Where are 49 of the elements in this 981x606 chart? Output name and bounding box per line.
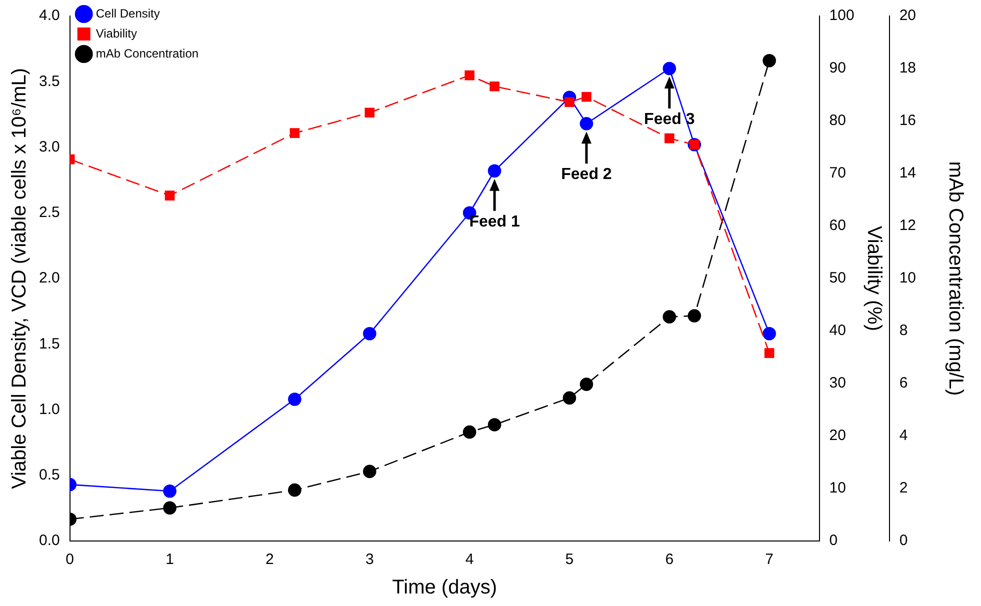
legend-label: Viability xyxy=(96,26,137,40)
y-tick-label: 4.0 xyxy=(38,7,60,24)
y2-tick-label: 0 xyxy=(829,532,838,550)
y3-tick-label: 14 xyxy=(899,164,916,182)
y-tick-label: 3.5 xyxy=(38,72,60,90)
y-tick-label: 2.0 xyxy=(38,270,60,287)
y2-tick-label: 70 xyxy=(829,164,846,182)
y2-tick-label: 80 xyxy=(829,112,846,130)
y2-tick-label: 100 xyxy=(829,7,854,24)
y3-tick-label: 4 xyxy=(899,427,908,444)
x-tick-label: 2 xyxy=(266,551,274,568)
y3-tick-label: 18 xyxy=(899,60,916,77)
legend-label: Cell Density xyxy=(96,6,160,20)
x-tick-label: 3 xyxy=(365,551,374,568)
y-tick-label: 1.0 xyxy=(38,400,60,418)
x-tick-label: 4 xyxy=(465,551,474,568)
y-tick-label: 2.5 xyxy=(38,204,60,222)
y-tick-label: 0.5 xyxy=(38,466,60,484)
y2-tick-label: 40 xyxy=(829,322,846,340)
y2-tick-label: 30 xyxy=(829,374,846,392)
annotation: Feed 3 xyxy=(644,110,695,128)
y2-tick-label: 50 xyxy=(829,270,846,287)
x-tick-label: 0 xyxy=(66,551,74,568)
y3-tick-label: 8 xyxy=(899,322,908,340)
y3-tick-label: 12 xyxy=(899,217,916,234)
x-tick-label: 1 xyxy=(166,551,174,568)
annotation: Feed 1 xyxy=(469,213,520,230)
x-tick-label: 6 xyxy=(665,551,674,568)
y2-tick-label: 10 xyxy=(829,480,846,497)
y3-tick-label: 10 xyxy=(899,270,916,287)
annotation: Feed 2 xyxy=(561,166,612,184)
y-tick-label: 3.0 xyxy=(38,138,60,156)
y3-axis-title: mAb Concentration (mg/L) xyxy=(944,161,966,396)
y-axis-title: Viable Cell Density, VCD (viable cells x 10⁶/mL) xyxy=(8,68,31,489)
x-tick-label: 7 xyxy=(765,551,774,568)
y2-tick-label: 60 xyxy=(829,217,846,234)
y2-tick-label: 90 xyxy=(829,60,846,77)
y-tick-label: 1.5 xyxy=(38,335,60,352)
x-axis-title: Time (days) xyxy=(392,576,497,599)
y2-axis-title: Viability (%) xyxy=(862,226,885,332)
legend-label: mAb Concentration xyxy=(96,46,199,60)
y3-tick-label: 6 xyxy=(899,374,908,392)
y-tick-label: 0.0 xyxy=(38,532,60,550)
y3-tick-label: 16 xyxy=(899,112,916,130)
y3-tick-label: 20 xyxy=(899,7,916,24)
y2-tick-label: 20 xyxy=(829,427,846,444)
y3-tick-label: 0 xyxy=(899,532,908,550)
x-tick-label: 5 xyxy=(565,551,574,568)
y3-tick-label: 2 xyxy=(899,480,908,497)
